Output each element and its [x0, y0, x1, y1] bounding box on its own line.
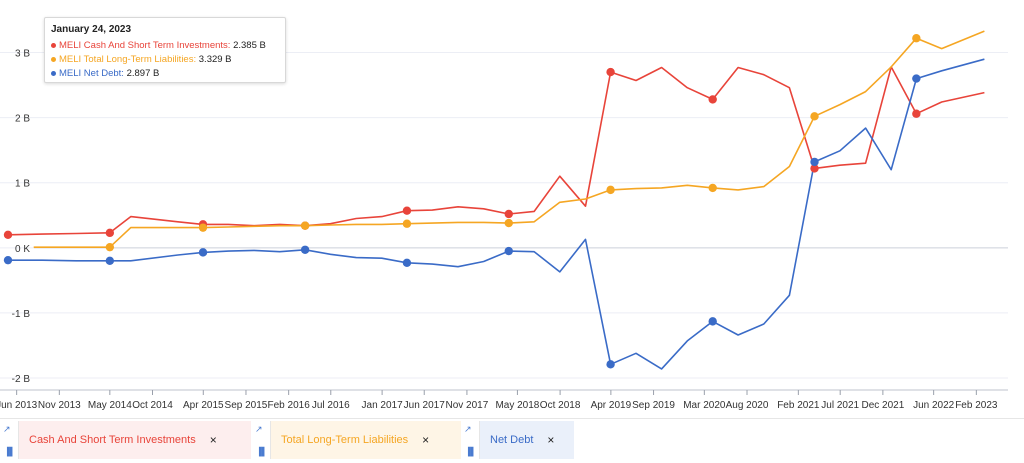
- bar-chart-icon: ▐▌: [465, 447, 477, 456]
- bar-chart-icon: ▐▌: [4, 447, 16, 456]
- y-tick-label-5: -2 B: [12, 374, 31, 385]
- tooltip-row-cash: MELI Cash And Short Term Investments: 2.…: [51, 39, 279, 53]
- series-2-marker-3[interactable]: [300, 245, 310, 254]
- series-0-marker-4[interactable]: [402, 206, 412, 215]
- x-tick-label-12: Oct 2018: [540, 400, 581, 411]
- series-legend: ↗ ▐▌ Cash And Short Term Investments × ↗…: [0, 418, 1024, 459]
- tooltip-label-liabilities: MELI Total Long-Term Liabilities:: [59, 54, 197, 65]
- close-icon[interactable]: ×: [422, 433, 430, 447]
- series-1-marker-1[interactable]: [198, 223, 208, 232]
- x-tick-label-19: Dec 2021: [861, 400, 904, 411]
- tooltip-value-net-debt: 2.897 B: [126, 68, 160, 79]
- x-tick-label-5: Sep 2015: [225, 400, 268, 411]
- series-2-marker-6[interactable]: [606, 360, 615, 369]
- x-tick-label-17: Feb 2021: [777, 400, 820, 411]
- x-tick-label-4: Apr 2015: [183, 400, 224, 411]
- x-tick-label-21: Feb 2023: [955, 400, 998, 411]
- series-2-marker-9[interactable]: [912, 74, 921, 83]
- x-tick-label-3: Oct 2014: [132, 400, 173, 411]
- series-1-marker-2[interactable]: [300, 221, 310, 230]
- series-2-marker-4[interactable]: [402, 258, 412, 267]
- series-0-marker-0[interactable]: [3, 230, 13, 239]
- x-tick-label-8: Jan 2017: [362, 400, 404, 411]
- series-2-marker-8[interactable]: [810, 157, 819, 167]
- legend-item-liabilities: ↗ ▐▌ Total Long-Term Liabilities ×: [252, 421, 461, 459]
- series-0-marker-5[interactable]: [504, 209, 513, 219]
- tooltip-row-net-debt: MELI Net Debt: 2.897 B: [51, 67, 279, 81]
- series-1-marker-0[interactable]: [105, 242, 115, 252]
- series-markers: [3, 34, 921, 369]
- series-line-1: [33, 30, 985, 248]
- legend-pill-net-debt[interactable]: Net Debt ×: [480, 421, 574, 459]
- tooltip-label-net-debt: MELI Net Debt:: [59, 68, 124, 79]
- x-tick-label-6: Feb 2016: [268, 400, 311, 411]
- legend-pill-cash[interactable]: Cash And Short Term Investments ×: [19, 421, 251, 459]
- series-0-marker-6[interactable]: [606, 67, 615, 77]
- chart-grid: [0, 52, 1008, 379]
- tooltip-dot-cash: [51, 42, 56, 48]
- bar-chart-icon: ▐▌: [256, 447, 268, 456]
- tooltip-dot-net-debt: [51, 70, 56, 76]
- x-tick-label-15: Mar 2020: [683, 400, 726, 411]
- x-tick-label-2: May 2014: [88, 400, 132, 411]
- series-0-marker-7[interactable]: [708, 95, 717, 104]
- x-tick-label-9: Jun 2017: [404, 400, 446, 411]
- series-0-marker-8[interactable]: [810, 164, 819, 173]
- x-tick-label-11: May 2018: [495, 400, 539, 411]
- series-2-marker-5[interactable]: [504, 246, 513, 256]
- trend-icon: ↗: [464, 424, 472, 434]
- line-chart: 3 B 2 B 1 B 0 K -1 B -2 B Jun 2013 Nov 2013 May…: [0, 30, 1008, 411]
- y-tick-label-3: 0 K: [15, 244, 30, 255]
- tooltip-dot-liabilities: [51, 56, 56, 62]
- trend-icon: ↗: [255, 424, 263, 434]
- legend-label-liabilities: Total Long-Term Liabilities: [281, 434, 409, 446]
- x-tick-label-18: Jul 2021: [821, 400, 859, 411]
- tooltip-date: January 24, 2023: [51, 24, 132, 35]
- close-icon[interactable]: ×: [547, 433, 555, 447]
- tooltip-label-cash: MELI Cash And Short Term Investments:: [59, 40, 231, 51]
- series-1-marker-4[interactable]: [504, 218, 513, 228]
- series-2-marker-1[interactable]: [105, 256, 115, 266]
- series-2-marker-7[interactable]: [708, 317, 717, 326]
- legend-label-cash: Cash And Short Term Investments: [29, 434, 196, 446]
- x-tick-label-14: Sep 2019: [632, 400, 675, 411]
- close-icon[interactable]: ×: [209, 433, 217, 447]
- x-tick-label-13: Apr 2019: [591, 400, 632, 411]
- x-tick-label-16: Aug 2020: [726, 400, 769, 411]
- legend-label-net-debt: Net Debt: [490, 434, 534, 446]
- x-tick-label-7: Jul 2016: [312, 400, 350, 411]
- y-tick-label-4: -1 B: [12, 309, 31, 320]
- x-tick-label-20: Jun 2022: [913, 400, 955, 411]
- x-axis-ticks: [16, 390, 977, 395]
- y-tick-label-1: 2 B: [15, 114, 30, 125]
- hover-tooltip: January 24, 2023 MELI Cash And Short Ter…: [44, 17, 286, 83]
- legend-chart-type-cash[interactable]: ↗ ▐▌: [0, 421, 19, 459]
- series-2-marker-0[interactable]: [3, 255, 13, 265]
- y-axis-labels: 3 B 2 B 1 B 0 K -1 B -2 B: [12, 49, 31, 385]
- series-1-marker-7[interactable]: [810, 112, 819, 121]
- legend-chart-type-liabilities[interactable]: ↗ ▐▌: [252, 421, 271, 459]
- series-0-marker-9[interactable]: [912, 109, 921, 118]
- legend-item-net-debt: ↗ ▐▌ Net Debt ×: [461, 421, 574, 459]
- y-tick-label-2: 1 B: [15, 179, 30, 190]
- x-axis-labels: Jun 2013 Nov 2013 May 2014 Oct 2014 Apr 2015…: [0, 400, 998, 411]
- x-tick-label-0: Jun 2013: [0, 400, 38, 411]
- legend-item-cash: ↗ ▐▌ Cash And Short Term Investments ×: [0, 421, 251, 459]
- series-1-marker-5[interactable]: [606, 185, 615, 195]
- trend-icon: ↗: [3, 424, 11, 434]
- legend-pill-liabilities[interactable]: Total Long-Term Liabilities ×: [271, 421, 461, 459]
- series-2-marker-2[interactable]: [198, 248, 208, 257]
- legend-chart-type-net-debt[interactable]: ↗ ▐▌: [461, 421, 480, 459]
- tooltip-value-cash: 2.385 B: [233, 40, 266, 51]
- tooltip-value-liabilities: 3.329 B: [198, 54, 232, 65]
- series-0-marker-1[interactable]: [105, 228, 115, 238]
- x-tick-label-1: Nov 2013: [38, 400, 81, 411]
- series-1-marker-3[interactable]: [402, 219, 412, 228]
- y-tick-label-0: 3 B: [15, 49, 30, 60]
- tooltip-row-liabilities: MELI Total Long-Term Liabilities: 3.329 …: [51, 53, 279, 67]
- series-1-marker-6[interactable]: [708, 183, 717, 193]
- series-1-marker-8[interactable]: [912, 34, 921, 43]
- x-tick-label-10: Nov 2017: [446, 400, 489, 411]
